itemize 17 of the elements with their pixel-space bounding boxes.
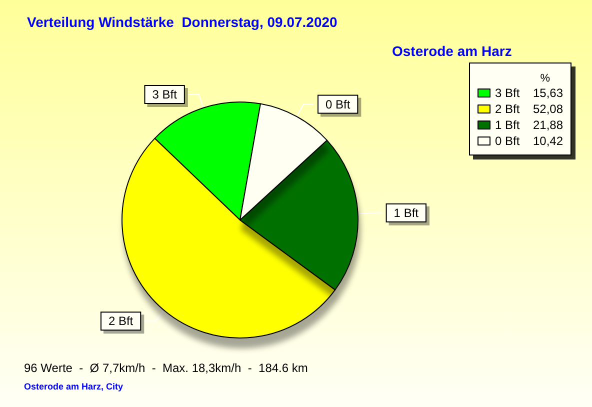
legend-title: % [540, 72, 550, 84]
legend-label: 2 Bft [495, 102, 520, 116]
legend-label: 1 Bft [495, 118, 520, 132]
data-label: 10,42 [532, 134, 564, 148]
slice-label: 3 Bft [152, 88, 178, 102]
data-label: 15,63 [532, 86, 564, 100]
slice-label: 0 Bft [326, 97, 351, 112]
legend-label: 3 Bft [495, 86, 520, 100]
chart-subtitle: Osterode am Harz [392, 43, 512, 59]
slice-label: 2 Bft [108, 314, 134, 328]
slice-label: 1 Bft [394, 206, 420, 220]
data-label: 21,88 [532, 118, 564, 132]
text: Osterode am Harz, City [24, 382, 124, 392]
data-label: 52,08 [532, 102, 564, 116]
text: 96 Werte - Ø 7,7km/h - Max. 18,3km/h - 184.6 km [24, 361, 308, 375]
legend-label: 0 Bft [495, 134, 520, 148]
chart-title: Verteilung Windstärke Donnerstag, 09.07.2020 [27, 14, 338, 30]
